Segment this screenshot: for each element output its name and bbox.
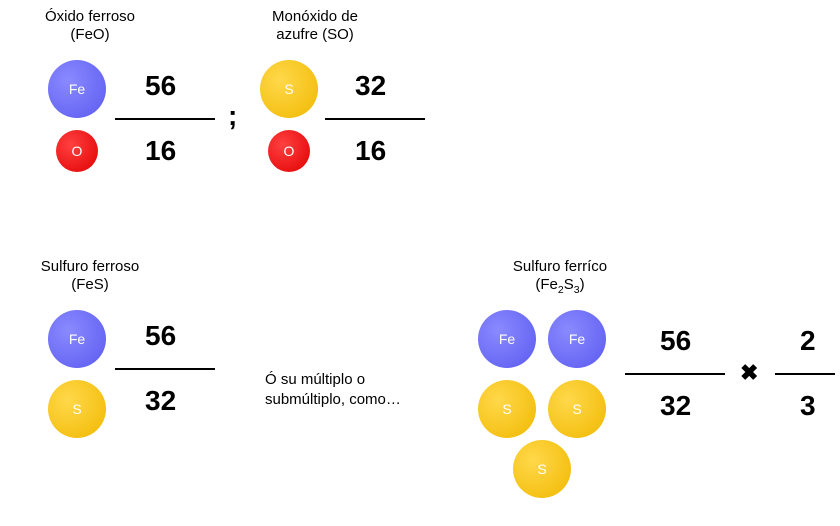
title-line: Óxido ferroso — [30, 8, 150, 26]
mass-fes-bottom: 32 — [145, 385, 176, 417]
atom-label: Fe — [69, 331, 85, 347]
atom-s: S — [478, 380, 536, 438]
atom-o: O — [56, 130, 98, 172]
semicolon: ; — [228, 100, 237, 132]
atom-fe: Fe — [548, 310, 606, 368]
note-line: submúltiplo, como… — [265, 390, 401, 410]
atom-fe: Fe — [478, 310, 536, 368]
title-line: Sulfuro ferríco — [490, 258, 630, 276]
atom-label: S — [284, 81, 293, 97]
mass-so-top: 32 — [355, 70, 386, 102]
mass-fe2s3-bottom: 32 — [660, 390, 691, 422]
compound-title-so: Monóxido de azufre (SO) — [255, 8, 375, 44]
atom-label: Fe — [499, 331, 515, 347]
atom-label: Fe — [69, 81, 85, 97]
mult-fe2s3-top: 2 — [800, 325, 816, 357]
mult-fe2s3-bottom: 3 — [800, 390, 816, 422]
atom-label: S — [72, 401, 81, 417]
atom-label: O — [72, 143, 83, 159]
mass-fes-top: 56 — [145, 320, 176, 352]
atom-label: Fe — [569, 331, 585, 347]
mass-feo-top: 56 — [145, 70, 176, 102]
formula-part: S — [564, 276, 574, 293]
atom-label: S — [572, 401, 581, 417]
atom-s: S — [513, 440, 571, 498]
mass-fe2s3-top: 56 — [660, 325, 691, 357]
formula-part: (Fe — [535, 276, 558, 293]
compound-title-feo: Óxido ferroso (FeO) — [30, 8, 150, 44]
atom-fe: Fe — [48, 60, 106, 118]
title-line: (FeS) — [30, 276, 150, 294]
atom-s: S — [48, 380, 106, 438]
title-line: Monóxido de — [255, 8, 375, 26]
fraction-line-fe2s3-mass — [625, 373, 725, 375]
multiple-note: Ó su múltiplo o submúltiplo, como… — [265, 370, 401, 409]
title-line: (FeO) — [30, 26, 150, 44]
title-line: azufre (SO) — [255, 26, 375, 44]
title-line: Sulfuro ferroso — [30, 258, 150, 276]
fraction-line-feo — [115, 118, 215, 120]
fraction-line-fe2s3-mult — [775, 373, 835, 375]
fraction-line-fes — [115, 368, 215, 370]
atom-s: S — [548, 380, 606, 438]
atom-label: S — [537, 461, 546, 477]
atom-fe: Fe — [48, 310, 106, 368]
formula-part: ) — [580, 276, 585, 293]
mass-feo-bottom: 16 — [145, 135, 176, 167]
mass-so-bottom: 16 — [355, 135, 386, 167]
atom-label: O — [284, 143, 295, 159]
multiply-symbol: ✖ — [740, 360, 758, 386]
note-line: Ó su múltiplo o — [265, 370, 401, 390]
fraction-line-so — [325, 118, 425, 120]
formula-line: (Fe2S3) — [490, 276, 630, 297]
compound-title-fes: Sulfuro ferroso (FeS) — [30, 258, 150, 294]
atom-o: O — [268, 130, 310, 172]
compound-title-fe2s3: Sulfuro ferríco (Fe2S3) — [490, 258, 630, 297]
atom-s: S — [260, 60, 318, 118]
atom-label: S — [502, 401, 511, 417]
